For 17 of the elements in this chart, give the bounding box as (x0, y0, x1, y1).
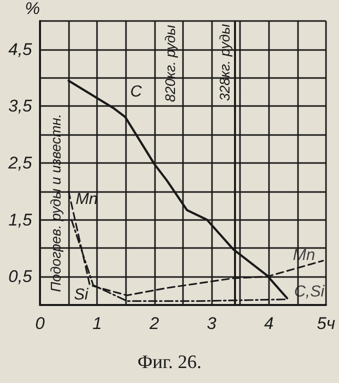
series-label: Mn (76, 190, 98, 208)
x-tick-label: 4 (264, 314, 274, 333)
x-tick-label: 0 (35, 314, 46, 333)
y-axis-title: % (24, 0, 40, 18)
x-tick-label: 2 (148, 314, 160, 333)
x-tick-label: 5ч (316, 314, 336, 333)
y-tick-label: 1,5 (8, 210, 33, 230)
y-tick-label: 3,5 (8, 96, 33, 116)
y-tick-label: 0,5 (8, 267, 33, 286)
text: Фиг. 26. (137, 352, 202, 373)
annotation: 820кг. руды (162, 24, 178, 102)
y-tick-label: 4,5 (8, 40, 33, 59)
x-tick-label: 1 (92, 314, 102, 333)
series-label: C (130, 83, 142, 100)
x-tick-label: 3 (206, 314, 217, 333)
series-label: Si (74, 286, 89, 304)
y-tick-label: 2,5 (7, 154, 33, 172)
